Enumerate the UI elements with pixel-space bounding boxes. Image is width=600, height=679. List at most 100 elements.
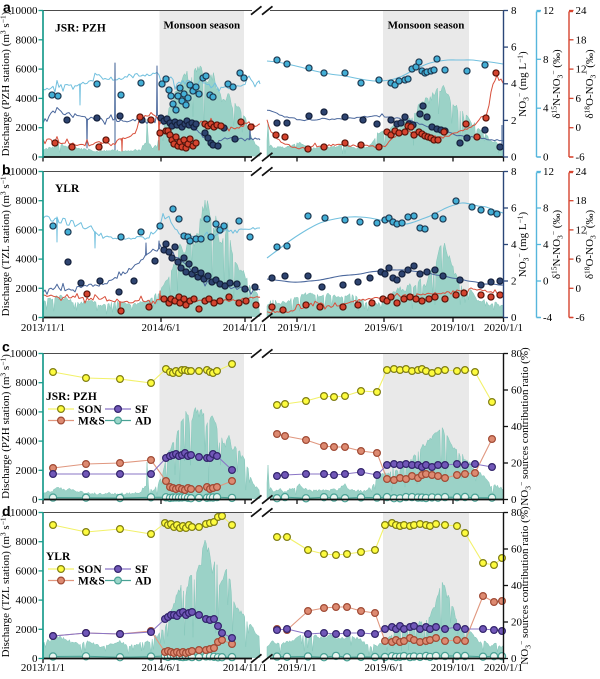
svg-text:8000: 8000 (16, 195, 39, 207)
svg-text:80: 80 (511, 507, 523, 519)
svg-text:NO3− (mg L−1): NO3− (mg L−1) (515, 211, 531, 277)
svg-text:2014/6/1: 2014/6/1 (141, 322, 180, 334)
svg-text:40: 40 (511, 421, 523, 433)
svg-text:Discharge (TZL station) (m3 s−: Discharge (TZL station) (m3 s−1) (0, 172, 12, 316)
svg-text:12: 12 (543, 166, 554, 178)
svg-text:6000: 6000 (16, 565, 39, 577)
svg-text:0: 0 (32, 152, 38, 164)
svg-text:a: a (3, 0, 11, 15)
svg-text:4000: 4000 (16, 93, 39, 105)
svg-text:18: 18 (576, 34, 588, 46)
svg-text:2019/1/1: 2019/1/1 (277, 322, 316, 334)
svg-text:δ18O-NO3− (‰): δ18O-NO3− (‰) (582, 210, 598, 280)
svg-text:20: 20 (511, 617, 523, 629)
svg-text:40: 40 (511, 580, 523, 592)
svg-text:8: 8 (543, 54, 549, 66)
svg-text:2019/10/1: 2019/10/1 (431, 322, 476, 334)
svg-text:M&S: M&S (78, 416, 105, 428)
svg-text:12: 12 (543, 5, 554, 17)
svg-text:80: 80 (511, 348, 523, 360)
svg-text:Monsoon season: Monsoon season (163, 20, 240, 32)
svg-text:4000: 4000 (16, 254, 39, 266)
svg-text:SF: SF (135, 564, 148, 576)
svg-text:-4: -4 (543, 312, 553, 324)
svg-text:c: c (2, 339, 10, 355)
svg-text:4: 4 (511, 239, 517, 251)
svg-text:NO3− sources contribution rati: NO3− sources contribution ratio (%) (517, 347, 533, 506)
svg-text:0: 0 (32, 653, 38, 665)
svg-text:2019/1/1: 2019/1/1 (277, 662, 316, 674)
svg-text:10000: 10000 (10, 507, 38, 519)
svg-text:2: 2 (511, 276, 517, 288)
svg-text:2014/6/1: 2014/6/1 (141, 662, 180, 674)
svg-text:6000: 6000 (16, 406, 39, 418)
svg-text:10000: 10000 (10, 166, 38, 178)
svg-text:2019/6/1: 2019/6/1 (364, 322, 403, 334)
svg-text:M&S: M&S (78, 576, 105, 588)
svg-text:YLR: YLR (55, 183, 80, 195)
svg-text:0: 0 (32, 312, 38, 324)
svg-text:2014/11/1: 2014/11/1 (223, 322, 267, 334)
svg-text:d: d (2, 503, 11, 519)
svg-text:8000: 8000 (16, 377, 39, 389)
svg-text:Discharge (TZL station) (m3 s−: Discharge (TZL station) (m3 s−1) (0, 513, 12, 657)
svg-text:0: 0 (32, 494, 38, 506)
svg-text:SON: SON (78, 404, 102, 416)
svg-text:2020/1/1: 2020/1/1 (484, 662, 523, 674)
svg-text:0: 0 (511, 494, 517, 506)
svg-text:8000: 8000 (16, 536, 39, 548)
svg-text:0: 0 (543, 152, 549, 164)
svg-text:NO3− sources contribution rati: NO3− sources contribution ratio (%) (517, 506, 533, 665)
svg-text:2014/11/1: 2014/11/1 (223, 662, 267, 674)
svg-text:12: 12 (576, 64, 587, 76)
svg-text:10000: 10000 (10, 5, 38, 17)
svg-text:2020/1/1: 2020/1/1 (484, 322, 523, 334)
svg-text:δ15N-NO3− (‰): δ15N-NO3− (‰) (549, 49, 565, 119)
svg-text:2013/11/1: 2013/11/1 (21, 662, 65, 674)
svg-text:4: 4 (543, 239, 549, 251)
svg-text:0: 0 (511, 653, 517, 665)
svg-text:SF: SF (135, 404, 148, 416)
svg-text:24: 24 (576, 166, 588, 178)
svg-text:2000: 2000 (16, 624, 39, 636)
svg-text:20: 20 (511, 458, 523, 470)
svg-text:2000: 2000 (16, 283, 39, 295)
svg-text:10000: 10000 (10, 348, 38, 360)
svg-text:4: 4 (543, 103, 549, 115)
svg-text:2019/6/1: 2019/6/1 (364, 662, 403, 674)
svg-text:0: 0 (576, 122, 582, 134)
svg-text:8: 8 (543, 203, 549, 215)
svg-text:AD: AD (135, 576, 152, 588)
svg-text:-6: -6 (576, 312, 586, 324)
svg-text:JSR: PZH: JSR: PZH (55, 23, 106, 35)
svg-text:2000: 2000 (16, 122, 39, 134)
svg-text:-6: -6 (576, 152, 586, 164)
svg-text:60: 60 (511, 544, 523, 556)
svg-text:0: 0 (576, 283, 582, 295)
svg-text:SON: SON (78, 564, 102, 576)
svg-text:b: b (2, 162, 11, 178)
svg-text:4000: 4000 (16, 436, 39, 448)
svg-text:0: 0 (511, 312, 517, 324)
svg-text:2013/11/1: 2013/11/1 (21, 322, 65, 334)
svg-text:2: 2 (511, 115, 517, 127)
svg-text:8: 8 (511, 5, 517, 17)
svg-text:8: 8 (511, 166, 517, 178)
svg-text:JSR: PZH: JSR: PZH (46, 391, 97, 403)
svg-text:6: 6 (576, 254, 582, 266)
svg-text:6: 6 (511, 42, 517, 54)
svg-text:18: 18 (576, 195, 588, 207)
svg-text:0: 0 (511, 152, 517, 164)
svg-text:6000: 6000 (16, 224, 39, 236)
svg-text:6: 6 (576, 93, 582, 105)
svg-text:24: 24 (576, 5, 588, 17)
svg-text:6: 6 (511, 203, 517, 215)
svg-text:Monsoon season: Monsoon season (388, 20, 465, 32)
svg-text:Discharge (PZH station) (m3 s−: Discharge (PZH station) (m3 s−1) (0, 11, 12, 156)
svg-text:δ18O-NO3− (‰): δ18O-NO3− (‰) (582, 49, 598, 119)
svg-text:60: 60 (511, 385, 523, 397)
svg-text:0: 0 (543, 276, 549, 288)
svg-text:Discharge (PZH station) (m3 s−: Discharge (PZH station) (m3 s−1) (0, 354, 12, 499)
svg-text:12: 12 (576, 224, 587, 236)
svg-text:YLR: YLR (46, 551, 71, 563)
